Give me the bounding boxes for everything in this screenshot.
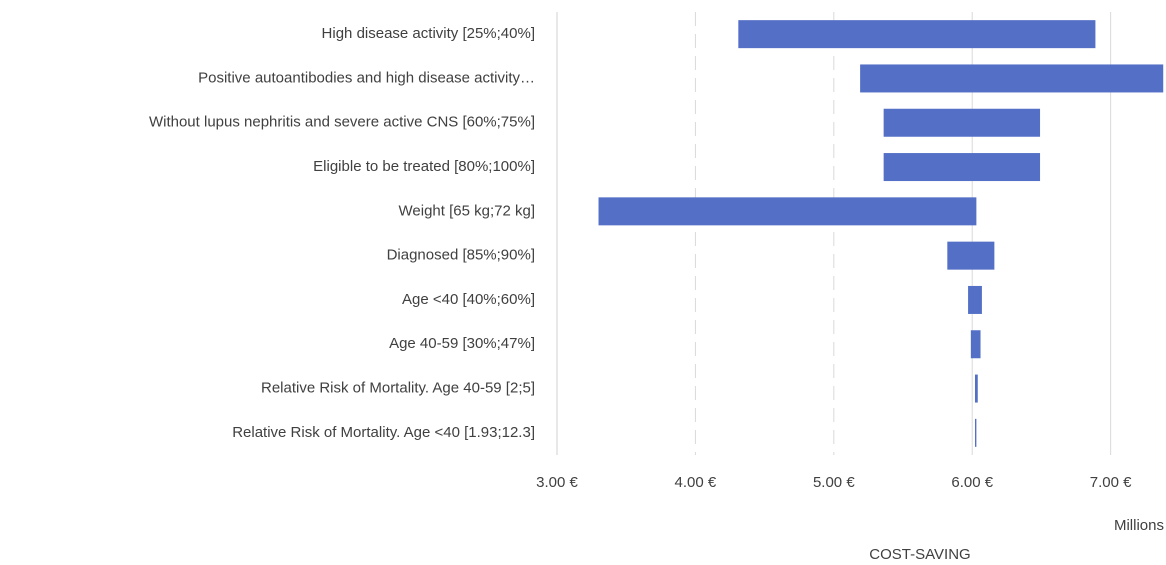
y-tick-label: Age 40-59 [30%;47%] [389,335,535,352]
bar [974,374,978,403]
y-tick-label: Relative Risk of Mortality. Age 40-59 [2… [261,380,535,397]
x-tick-label: 7.00 € [1090,474,1132,491]
bar [968,285,982,314]
bar [883,153,1041,182]
bar [738,20,1096,49]
x-tick-label: 4.00 € [675,474,717,491]
bar [970,330,981,359]
y-tick-label: Relative Risk of Mortality. Age <40 [1.9… [232,424,535,441]
y-tick-label: Without lupus nephritis and severe activ… [149,114,535,131]
y-tick-label: High disease activity [25%;40%] [322,25,535,42]
x-tick-label: 3.00 € [536,474,578,491]
annotation: COST-SAVING [869,546,970,563]
bar [860,64,1164,93]
y-tick-label: Diagnosed [85%;90%] [387,247,535,264]
x-tick-label: 5.00 € [813,474,855,491]
bar [947,241,995,270]
axis-unit-label: Millions [1114,517,1164,534]
bar [598,197,977,226]
y-tick-label: Positive autoantibodies and high disease… [198,69,535,86]
y-tick-label: Weight [65 kg;72 kg] [399,202,535,219]
y-tick-label: Eligible to be treated [80%;100%] [313,158,535,175]
y-tick-label: Age <40 [40%;60%] [402,291,535,308]
bar [974,418,977,447]
bar [883,108,1041,137]
x-tick-label: 6.00 € [951,474,993,491]
